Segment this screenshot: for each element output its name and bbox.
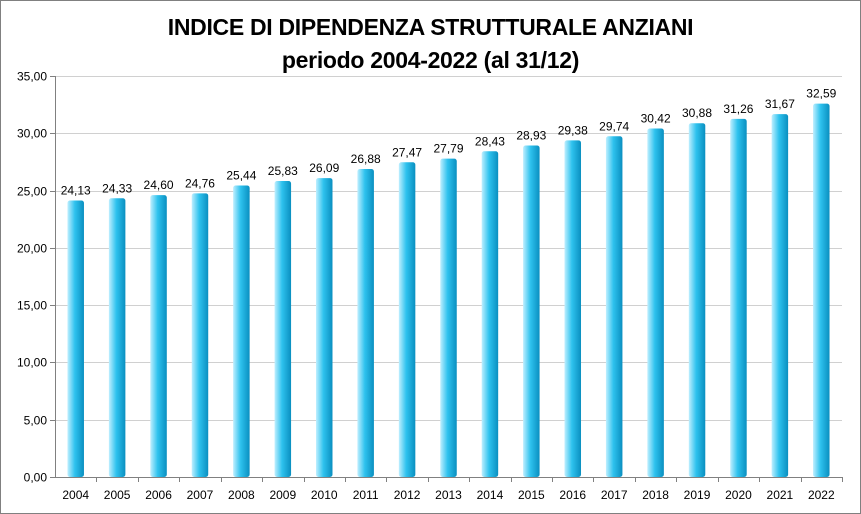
data-label: 30,42 <box>641 111 671 125</box>
x-tick-label: 2004 <box>62 488 89 502</box>
y-tick-label: 0,00 <box>24 471 48 485</box>
x-tick-label: 2022 <box>808 488 835 502</box>
x-tick-label: 2007 <box>187 488 214 502</box>
data-label: 25,83 <box>268 164 298 178</box>
x-tick-label: 2018 <box>642 488 669 502</box>
x-tick-label: 2009 <box>269 488 296 502</box>
data-label: 26,88 <box>351 152 381 166</box>
data-label: 27,47 <box>392 145 422 159</box>
data-label: 25,44 <box>226 169 256 183</box>
x-tick-label: 2016 <box>559 488 586 502</box>
data-label: 24,60 <box>144 178 174 192</box>
bar <box>274 181 292 477</box>
x-tick-label: 2017 <box>601 488 628 502</box>
y-tick-label: 15,00 <box>17 299 47 313</box>
y-tick-label: 35,00 <box>17 70 47 84</box>
bar <box>398 162 416 477</box>
data-label: 27,79 <box>433 142 463 156</box>
bar <box>315 178 333 477</box>
bar <box>233 185 250 477</box>
bar <box>481 151 499 477</box>
data-label: 28,43 <box>475 134 505 148</box>
data-label: 32,59 <box>806 87 836 101</box>
y-tick-label: 20,00 <box>17 242 47 256</box>
data-label: 30,88 <box>682 106 712 120</box>
bar <box>191 193 209 477</box>
x-tick-label: 2015 <box>518 488 545 502</box>
bar <box>150 195 167 477</box>
x-tick-label: 2008 <box>228 488 255 502</box>
bar <box>357 169 374 477</box>
x-tick-label: 2014 <box>477 488 504 502</box>
chart-title: INDICE DI DIPENDENZA STRUTTURALE ANZIANI <box>167 14 694 40</box>
bar <box>813 103 830 478</box>
y-tick-label: 5,00 <box>24 414 48 428</box>
x-tick-label: 2019 <box>684 488 711 502</box>
bar <box>605 136 623 477</box>
data-label: 26,09 <box>309 161 339 175</box>
y-tick-label: 25,00 <box>17 185 47 199</box>
bar <box>730 118 747 477</box>
data-label: 24,13 <box>61 184 91 198</box>
bar <box>67 200 84 478</box>
x-tick-label: 2012 <box>394 488 421 502</box>
bar <box>440 158 457 478</box>
chart-subtitle: periodo 2004-2022 (al 31/12) <box>281 47 580 73</box>
data-label: 31,26 <box>723 102 753 116</box>
bar <box>523 145 540 478</box>
bar <box>647 128 664 477</box>
data-label: 24,76 <box>185 176 215 190</box>
x-tick-label: 2005 <box>104 488 131 502</box>
x-tick-label: 2010 <box>311 488 338 502</box>
x-tick-label: 2013 <box>435 488 462 502</box>
data-label: 24,33 <box>102 181 132 195</box>
x-tick-label: 2006 <box>145 488 172 502</box>
x-tick-label: 2011 <box>353 488 379 502</box>
bar <box>108 198 126 477</box>
bar <box>564 140 582 477</box>
bar <box>771 114 789 478</box>
y-tick-label: 10,00 <box>17 356 47 370</box>
data-label: 31,67 <box>765 97 795 111</box>
data-label: 28,93 <box>516 129 546 143</box>
bar <box>688 123 706 477</box>
data-label: 29,38 <box>558 123 588 137</box>
y-tick-label: 30,00 <box>17 127 47 141</box>
data-label: 29,74 <box>599 119 629 133</box>
x-tick-label: 2021 <box>767 488 794 502</box>
x-tick-label: 2020 <box>725 488 752 502</box>
